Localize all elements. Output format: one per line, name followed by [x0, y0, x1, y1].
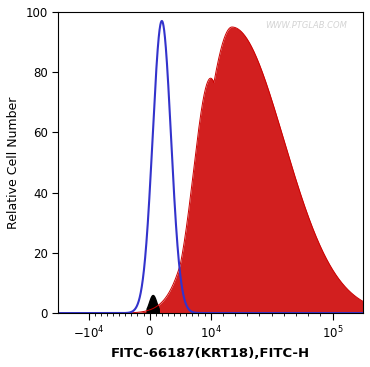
Text: WWW.PTGLAB.COM: WWW.PTGLAB.COM: [266, 21, 347, 30]
Y-axis label: Relative Cell Number: Relative Cell Number: [7, 96, 20, 229]
X-axis label: FITC-66187(KRT18),FITC-H: FITC-66187(KRT18),FITC-H: [111, 347, 310, 360]
